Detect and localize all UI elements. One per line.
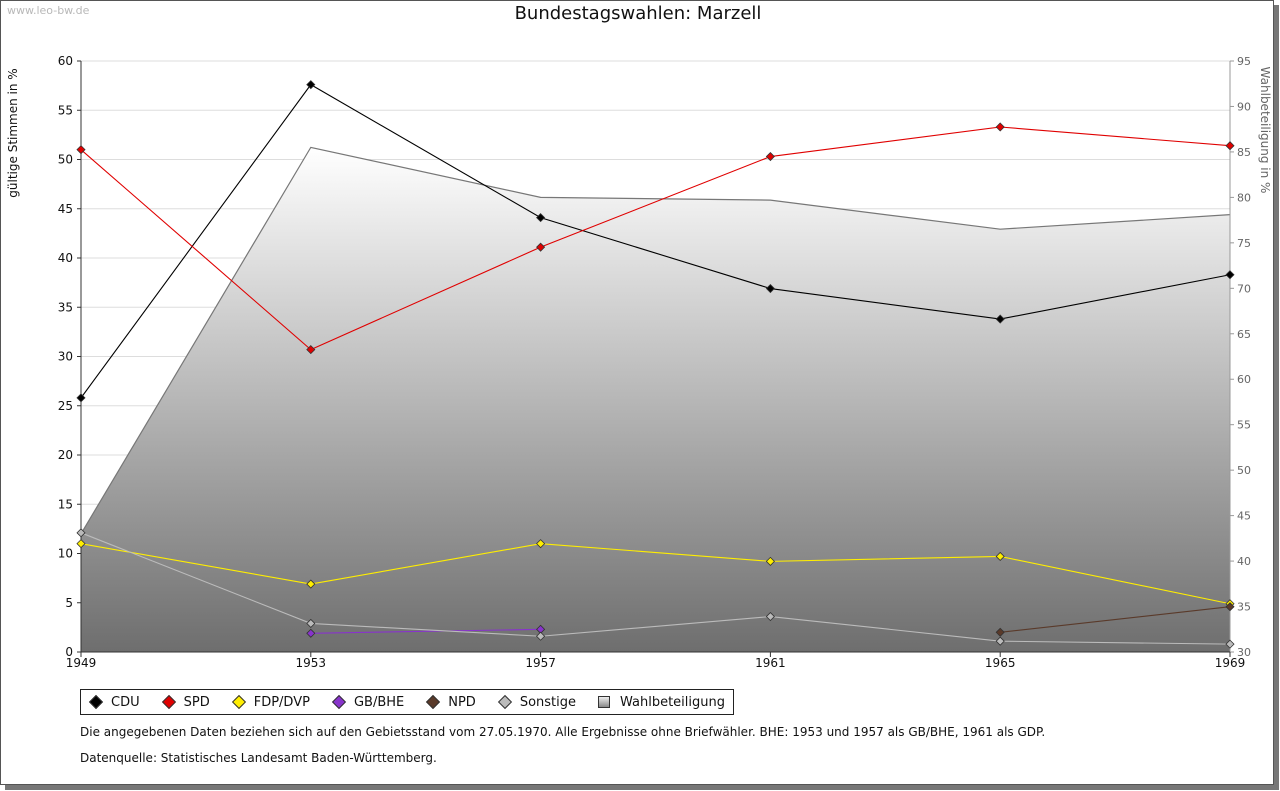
data-point-spd — [536, 242, 546, 252]
legend: CDU SPD FDP/DVP GB/BHE NPD Sonstige Wahlbeteil… — [80, 689, 735, 715]
series-line-fdp-dvp — [80, 543, 1231, 605]
legend-item-cdu: CDU — [87, 695, 140, 710]
y-tick-label-right: 50 — [1237, 464, 1251, 477]
y-tick-label-right: 90 — [1237, 100, 1251, 113]
series-layer — [76, 80, 1235, 649]
y-tick-label-right: 65 — [1237, 328, 1251, 341]
legend-label-wahlbeteiligung: Wahlbeteiligung — [620, 694, 726, 710]
legend-marker-cdu — [88, 694, 104, 710]
legend-item-wahlbeteiligung: Wahlbeteiligung — [596, 695, 725, 710]
series-line-npd — [1000, 606, 1231, 633]
y-tick-label-right: 35 — [1237, 601, 1251, 614]
legend-label-npd: NPD — [448, 694, 476, 710]
data-point-spd — [306, 345, 316, 355]
data-point-npd — [1225, 602, 1235, 612]
y-tick-label-left: 40 — [58, 251, 73, 265]
legend-label-sonstige: Sonstige — [519, 694, 576, 710]
series-line-sonstige — [80, 532, 1231, 645]
data-point-fdp-dvp — [536, 539, 546, 549]
note-gebietsstand: Die angegebenen Daten beziehen sich auf … — [80, 725, 1046, 739]
legend-item-spd: SPD — [160, 695, 210, 710]
data-point-cdu — [995, 314, 1005, 324]
note-datenquelle: Datenquelle: Statistisches Landesamt Bad… — [80, 751, 437, 765]
legend-marker-sonstige — [497, 694, 512, 710]
y-tick-label-left: 15 — [58, 497, 73, 511]
chart-title: Bundestagswahlen: Marzell — [514, 3, 762, 24]
y-tick-label-left: 5 — [65, 596, 73, 610]
y-tick-label-left: 60 — [58, 54, 73, 68]
legend-label-gb-bhe: GB/BHE — [353, 694, 405, 710]
y-tick-label-right: 95 — [1237, 55, 1251, 68]
legend-item-npd: NPD — [424, 695, 476, 710]
legend-item-sonstige: Sonstige — [496, 695, 576, 710]
x-tick-label: 1965 — [985, 656, 1016, 670]
x-tick-label: 1969 — [1215, 656, 1246, 670]
y-tick-label-right: 60 — [1237, 373, 1251, 386]
y-tick-label-left: 45 — [58, 202, 73, 216]
legend-label-fdp-dvp: FDP/DVP — [253, 694, 310, 710]
y-tick-label-left: 25 — [58, 399, 73, 413]
y-tick-label-right: 70 — [1237, 282, 1251, 295]
y-axis-label-right: Wahlbeteiligung in % — [1258, 67, 1272, 194]
legend-item-gb-bhe: GB/BHE — [330, 695, 404, 710]
data-point-spd — [76, 145, 86, 155]
y-tick-label-left: 30 — [58, 350, 73, 364]
data-point-spd — [765, 151, 775, 162]
data-point-fdp-dvp — [995, 551, 1005, 562]
data-point-spd — [995, 122, 1005, 132]
x-tick-label: 1961 — [755, 656, 786, 670]
data-point-sonstige — [995, 636, 1005, 646]
data-point-cdu — [1225, 270, 1235, 280]
data-point-gb-bhe — [306, 628, 316, 638]
legend-marker-spd — [161, 694, 176, 710]
data-point-fdp-dvp — [306, 579, 316, 589]
legend-marker-fdp-dvp — [231, 694, 246, 710]
data-point-sonstige — [536, 631, 546, 641]
data-point-sonstige — [1225, 639, 1235, 649]
series-line-cdu — [80, 83, 1231, 399]
y-tick-label-right: 40 — [1237, 555, 1251, 568]
x-tick-label: 1953 — [296, 656, 327, 670]
data-point-fdp-dvp — [765, 556, 775, 566]
y-tick-label-left: 20 — [58, 448, 73, 462]
area-wahlbeteiligung-outline — [80, 146, 1231, 535]
x-tick-label: 1957 — [525, 656, 556, 670]
y-tick-label-left: 35 — [58, 300, 73, 314]
legend-label-spd: SPD — [183, 694, 210, 710]
series-line-gb-bhe — [310, 628, 541, 634]
y-tick-label-right: 80 — [1237, 191, 1251, 204]
y-tick-label-right: 75 — [1237, 237, 1251, 250]
data-point-cdu — [76, 393, 86, 403]
data-point-cdu — [765, 283, 775, 294]
legend-marker-gb-bhe — [331, 694, 347, 710]
legend-marker-wahlbeteiligung — [598, 696, 610, 708]
data-point-sonstige — [76, 528, 86, 538]
y-tick-label-right: 30 — [1237, 646, 1251, 659]
data-point-sonstige — [306, 618, 316, 629]
data-point-npd — [995, 627, 1005, 637]
axis-layer: 0 5 10 15 20 25 30 35 40 45 50 55 60 30 35 40 45 50 55 60 65… — [58, 54, 1251, 670]
data-point-cdu — [306, 80, 316, 90]
y-tick-label-right: 55 — [1237, 419, 1251, 432]
data-point-cdu — [536, 213, 546, 223]
legend-label-cdu: CDU — [111, 694, 140, 710]
data-point-sonstige — [765, 611, 775, 622]
chart-svg: 0 5 10 15 20 25 30 35 40 45 50 55 60 30 35 40 45 50 55 60 65… — [6, 54, 1272, 670]
y-tick-label-left: 0 — [65, 645, 73, 659]
y-tick-label-left: 55 — [58, 103, 73, 117]
y-tick-label-right: 85 — [1237, 146, 1251, 159]
data-point-fdp-dvp — [76, 539, 86, 549]
legend-marker-npd — [426, 694, 441, 710]
x-tick-label: 1949 — [66, 656, 97, 670]
area-layer — [80, 146, 1231, 652]
y-tick-label-left: 50 — [58, 153, 73, 167]
y-tick-label-right: 45 — [1237, 510, 1251, 523]
y-axis-label-left: gültige Stimmen in % — [6, 68, 20, 197]
y-tick-label-left: 10 — [58, 547, 73, 561]
area-wahlbeteiligung — [81, 147, 1230, 652]
series-line-spd — [80, 126, 1231, 351]
legend-item-fdp-dvp: FDP/DVP — [230, 695, 310, 710]
data-point-spd — [1225, 141, 1235, 151]
watermark: www.leo-bw.de — [7, 4, 90, 17]
